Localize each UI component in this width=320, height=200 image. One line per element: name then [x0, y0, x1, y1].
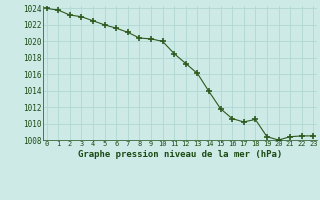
X-axis label: Graphe pression niveau de la mer (hPa): Graphe pression niveau de la mer (hPa)	[78, 150, 282, 159]
